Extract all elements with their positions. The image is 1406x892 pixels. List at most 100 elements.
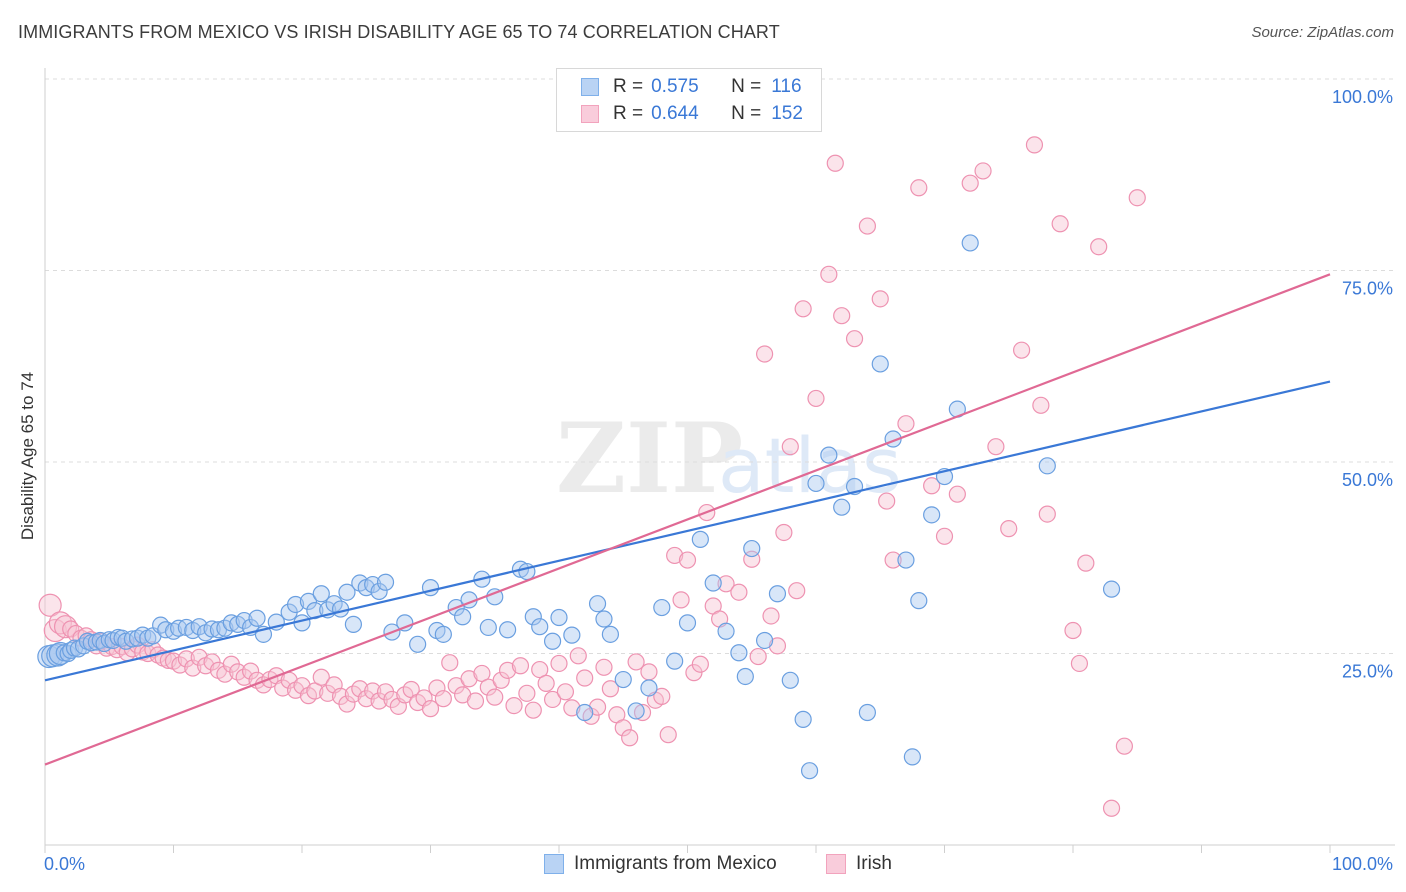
irish-point [1128,189,1146,207]
irish-point [807,389,825,408]
mexico-point [563,626,581,644]
irish-point [306,682,324,700]
irish-point [826,154,844,172]
irish-point [601,680,620,698]
mexico-point [344,615,362,633]
mexico-point [666,652,684,670]
mexico-point [601,625,620,643]
mexico-point [203,620,221,638]
irish-point [820,265,838,283]
bottom-legend-label-mexico: Immigrants from Mexico [574,853,777,874]
irish-point [1012,341,1031,359]
mexico-point [235,611,253,630]
irish-point [730,583,748,601]
irish-point [421,700,440,718]
irish-point [383,690,401,709]
irish-point [923,477,941,495]
irish-point [242,662,260,680]
mexico-point [524,608,542,626]
mexico-point [755,631,774,650]
series-immigrants-from-mexico [37,234,1121,780]
irish-point [717,575,735,593]
mexico-point [338,583,356,601]
irish-point [492,671,510,689]
bottom-legend-swatch-mexico [544,854,564,874]
irish-point [987,438,1005,456]
irish-point [833,307,851,325]
irish-point [364,682,382,700]
grid [45,78,1395,654]
mexico-point [858,703,877,722]
bottom-legend-irish: Irish [826,852,892,876]
irish-point [871,290,889,308]
irish-point [666,546,684,565]
axes [44,68,1395,853]
mexico-point [409,635,427,653]
mexico-point [736,667,754,686]
irish-point [858,217,877,235]
mexico-point [653,598,671,617]
mexico-point [961,234,979,252]
irish-point [781,438,799,456]
irish-point [531,660,549,679]
mexico-point [370,582,388,601]
mexico-point [376,573,395,591]
irish-point [755,345,774,363]
series-irish [38,136,1146,817]
mexico-point [910,592,928,610]
legend-n-label: N = [731,76,762,97]
irish-point [621,729,639,747]
mexico-point [434,625,452,643]
mexico-point [499,621,517,639]
irish-point [235,668,253,686]
irish-point [511,657,530,675]
mexico-point [576,703,594,722]
irish-point [659,726,677,744]
mexico-point [704,574,722,592]
irish-point [569,647,587,665]
irish-point [216,665,234,683]
trend-line-mexico [44,380,1331,682]
irish-point [171,656,189,674]
irish-point [974,162,992,180]
irish-point [38,593,62,617]
legend-r-value: 0.644 [651,103,699,124]
irish-point [370,692,388,710]
mexico-point [678,614,697,632]
irish-point [434,690,452,708]
mexico-point [190,618,208,636]
mexico-point [640,679,658,697]
irish-point [550,654,568,673]
irish-point [441,654,459,672]
legend-r-label: R = [613,76,644,97]
irish-point [556,683,575,701]
mexico-point [768,585,787,603]
irish-point [1115,737,1134,755]
mexico-point [627,702,645,720]
irish-point [762,607,780,625]
mexico-point [1038,457,1056,475]
bottom-legend-mexico: Immigrants from Mexico [544,852,777,876]
legend-r-label: R = [613,103,644,124]
legend-n-value: 116 [771,76,802,97]
irish-point [543,690,562,709]
irish-point [768,637,787,655]
irish-point [415,689,433,707]
irish-point [672,591,690,609]
trend-lines [44,273,1331,766]
legend-n-value: 152 [771,103,803,124]
irish-point [845,330,864,348]
mexico-point [730,644,748,662]
irish-point [428,679,446,697]
mexico-point [164,622,183,640]
irish-point [1077,554,1095,572]
bottom-legend-label-irish: Irish [856,853,892,874]
x-tick-label-min: 0.0% [44,854,85,874]
mexico-point [903,748,921,766]
irish-point [775,523,793,542]
irish-point [499,661,517,679]
irish-point [1090,238,1108,256]
irish-point [1064,621,1082,640]
mexico-point [312,585,330,603]
